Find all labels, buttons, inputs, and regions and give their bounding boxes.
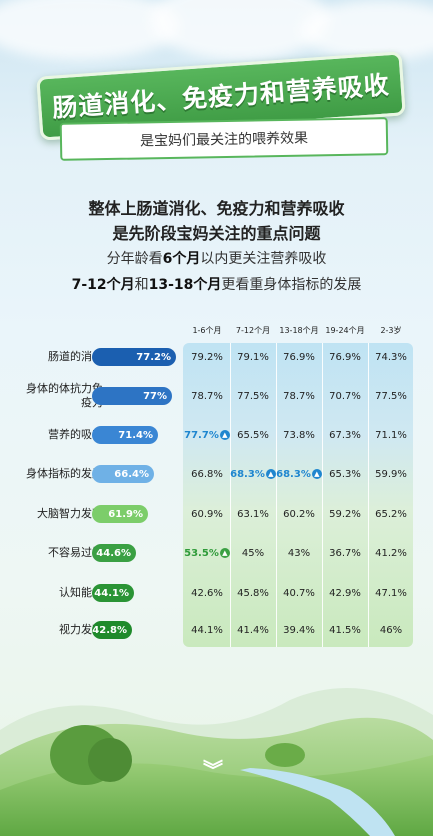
- column-header: 7-12个月: [235, 326, 271, 335]
- table-cell: 76.9%: [329, 352, 361, 363]
- table-cell: 79.2%: [191, 352, 223, 363]
- headline-line4: 7-12个月和13-18个月更看重身体指标的发展: [0, 274, 433, 294]
- table-cell: 74.3%: [375, 352, 407, 363]
- table-cell: 79.1%: [237, 352, 269, 363]
- column-divider: [276, 343, 277, 647]
- column-divider: [230, 343, 231, 647]
- table-cell-highlight: 77.7% ▲: [184, 430, 230, 441]
- row-label: 肠道的消化: [48, 350, 103, 363]
- up-arrow-icon: ▲: [311, 469, 322, 479]
- table-cell: 39.4%: [283, 625, 315, 636]
- headline-line1: 整体上肠道消化、免疫力和营养吸收: [88, 199, 345, 218]
- headline-line3: 分年龄看6个月以内更关注营养吸收: [0, 248, 433, 268]
- table-cell: 65.3%: [329, 469, 361, 480]
- overall-bar: 77%: [92, 387, 172, 405]
- row-label: 身体的体抗力免疫力: [26, 382, 103, 409]
- overall-bar: 42.8%: [92, 621, 132, 639]
- overall-bar: 66.4%: [92, 465, 154, 483]
- table-cell: 60.2%: [283, 509, 315, 520]
- table-cell: 70.7%: [329, 391, 361, 402]
- cloud: [300, 0, 433, 60]
- table-cell: 77.5%: [375, 391, 407, 402]
- table-cell: 42.9%: [329, 588, 361, 599]
- table-cell: 44.1%: [191, 625, 223, 636]
- row-label: 营养的吸收: [48, 428, 103, 441]
- row-label: 大脑智力发育: [37, 507, 103, 520]
- overall-bar: 44.6%: [92, 544, 136, 562]
- column-divider: [322, 343, 323, 647]
- headline-line3-post: 以内更关注营养吸收: [200, 251, 327, 267]
- table-cell: 42.6%: [191, 588, 223, 599]
- table-cell: 46%: [379, 625, 403, 636]
- data-table-panel: [183, 343, 413, 647]
- cell-value: 68.3%: [230, 469, 265, 480]
- headline-line3-pre: 分年龄看: [106, 251, 163, 267]
- table-cell: 65.2%: [375, 509, 407, 520]
- table-cell: 47.1%: [375, 588, 407, 599]
- column-header: 2-3岁: [380, 326, 402, 335]
- row-label: 不容易过敏: [48, 546, 103, 559]
- overall-bar: 77.2%: [92, 348, 176, 366]
- table-cell: 65.5%: [237, 430, 269, 441]
- up-arrow-icon: ▲: [219, 548, 230, 558]
- column-header: 13-18个月: [279, 326, 319, 335]
- table-cell: 60.9%: [191, 509, 223, 520]
- cell-value: 77.7%: [184, 430, 219, 441]
- table-cell: 77.5%: [237, 391, 269, 402]
- table-cell: 40.7%: [283, 588, 315, 599]
- hills-illustration: [0, 688, 433, 836]
- table-cell: 43%: [287, 548, 311, 559]
- table-cell: 76.9%: [283, 352, 315, 363]
- row-label: 身体指标的发展: [26, 467, 103, 480]
- table-cell: 71.1%: [375, 430, 407, 441]
- up-arrow-icon: ▲: [265, 469, 276, 479]
- subtitle-box: 是宝妈们最关注的喂养效果: [59, 117, 389, 161]
- overall-bar: 71.4%: [92, 426, 158, 444]
- overall-bar: 61.9%: [92, 505, 148, 523]
- table-cell: 41.2%: [375, 548, 407, 559]
- table-cell: 41.5%: [329, 625, 361, 636]
- table-cell: 78.7%: [191, 391, 223, 402]
- table-cell: 67.3%: [329, 430, 361, 441]
- chevron-double-down-icon[interactable]: ︾: [203, 758, 223, 782]
- table-cell: 59.2%: [329, 509, 361, 520]
- column-divider: [368, 343, 369, 647]
- table-cell-highlight: 53.5% ▲: [184, 548, 230, 559]
- headline-line4-mid: 和: [134, 277, 149, 293]
- up-arrow-icon: ▲: [219, 430, 230, 440]
- table-cell: 59.9%: [375, 469, 407, 480]
- column-header: 1-6个月: [192, 326, 222, 335]
- overall-bar: 44.1%: [92, 584, 134, 602]
- headline-line2: 是先阶段宝妈关注的重点问题: [112, 224, 321, 243]
- table-cell: 63.1%: [237, 509, 269, 520]
- headline-line4-post: 更看重身体指标的发展: [221, 277, 362, 293]
- table-cell: 36.7%: [329, 548, 361, 559]
- table-cell: 45.8%: [237, 588, 269, 599]
- column-header: 19-24个月: [325, 326, 365, 335]
- table-cell: 45%: [241, 548, 265, 559]
- cell-value: 53.5%: [184, 548, 219, 559]
- headline-line4-b2: 13-18个月: [148, 277, 222, 293]
- table-cell-highlight: 68.3% ▲: [230, 469, 276, 480]
- table-cell: 41.4%: [237, 625, 269, 636]
- table-cell: 78.7%: [283, 391, 315, 402]
- banner-subtitle: 是宝妈们最关注的喂养效果: [139, 130, 309, 150]
- table-cell-highlight: 68.3% ▲: [276, 469, 322, 480]
- cell-value: 68.3%: [276, 469, 311, 480]
- headline-line3-bold: 6个月: [162, 251, 201, 267]
- table-cell: 66.8%: [191, 469, 223, 480]
- table-cell: 73.8%: [283, 430, 315, 441]
- headline-line4-b1: 7-12个月: [71, 277, 135, 293]
- banner-title: 肠道消化、免疫力和营养吸收: [51, 70, 391, 123]
